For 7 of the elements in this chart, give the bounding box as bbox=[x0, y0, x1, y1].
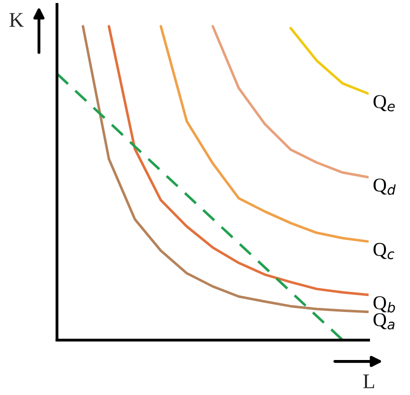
y-axis-title: K bbox=[9, 13, 24, 27]
x-axis-title: L bbox=[363, 374, 374, 388]
series-label: Q$_{c}$ bbox=[374, 242, 394, 260]
series-label: Q$_{d}$ bbox=[374, 178, 396, 195]
series-label: Q$_{b}$ bbox=[374, 296, 395, 313]
series-label: Q$_{e}$ bbox=[374, 95, 395, 112]
series-label: Q$_{a}$ bbox=[374, 313, 394, 330]
